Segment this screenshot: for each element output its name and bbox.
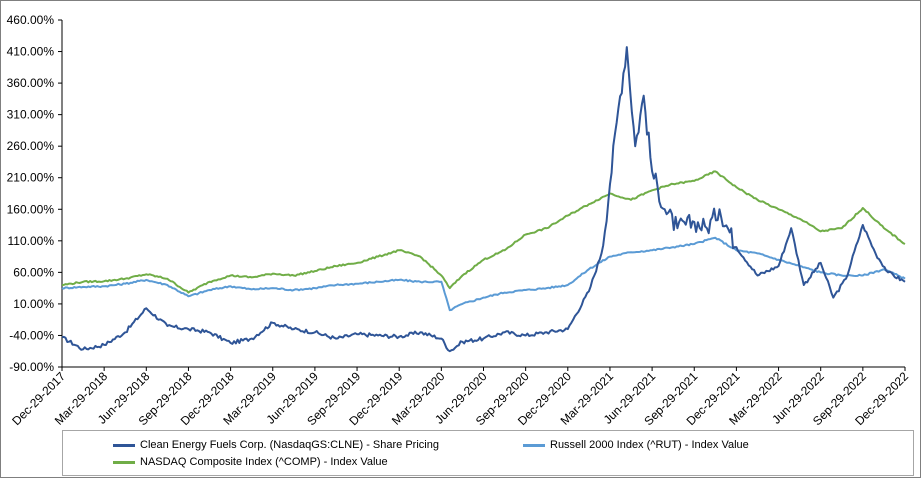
x-axis: Dec-29-2017Mar-29-2018Jun-29-2018Sep-29-… — [9, 366, 911, 428]
legend-label-comp: NASDAQ Composite Index (^COMP) - Index V… — [140, 456, 388, 468]
series-line-rut — [61, 236, 906, 312]
series-line-comp — [61, 170, 906, 294]
y-tick-label: 60.00% — [13, 265, 54, 279]
legend-item-comp: NASDAQ Composite Index (^COMP) - Index V… — [113, 456, 388, 468]
legend-label-rut: Russell 2000 Index (^RUT) - Index Value — [550, 439, 749, 451]
legend-item-clne: Clean Energy Fuels Corp. (NasdaqGS:CLNE)… — [113, 439, 439, 451]
legend: Clean Energy Fuels Corp. (NasdaqGS:CLNE)… — [62, 430, 914, 476]
legend-swatch-comp — [113, 460, 135, 464]
y-tick-label: -40.00% — [9, 328, 54, 342]
y-tick-label: 10.00% — [13, 297, 54, 311]
legend-swatch-clne — [113, 443, 135, 447]
y-tick-label: 360.00% — [7, 76, 55, 90]
y-tick-label: 160.00% — [7, 202, 55, 216]
y-tick-label: 460.00% — [7, 13, 55, 27]
y-axis: 460.00% 410.00% 360.00% 310.00% 260.00% 210.0… — [7, 13, 63, 374]
y-tick-label: 110.00% — [8, 234, 55, 248]
legend-item-rut: Russell 2000 Index (^RUT) - Index Value — [523, 439, 749, 451]
series-line-clne — [61, 46, 906, 353]
y-tick-label: -90.00% — [9, 360, 54, 374]
series-layer — [61, 46, 906, 353]
y-tick-label: 310.00% — [7, 108, 55, 122]
y-tick-label: 210.00% — [7, 171, 55, 185]
y-tick-label: 260.00% — [7, 139, 55, 153]
legend-label-clne: Clean Energy Fuels Corp. (NasdaqGS:CLNE)… — [140, 439, 439, 451]
legend-swatch-rut — [523, 443, 545, 447]
y-tick-label: 410.00% — [7, 45, 55, 59]
